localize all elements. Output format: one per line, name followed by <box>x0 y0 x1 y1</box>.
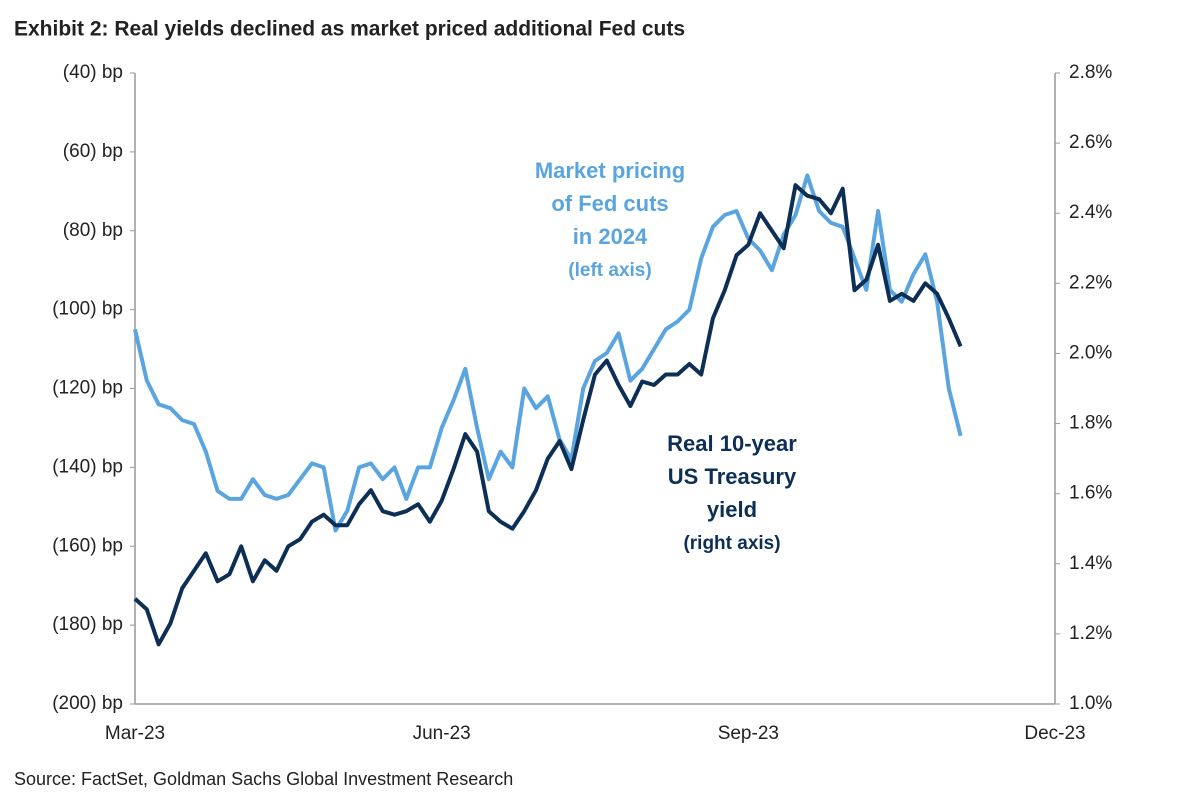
source-note: Source: FactSet, Goldman Sachs Global In… <box>14 769 513 789</box>
series-line <box>133 173 963 533</box>
annotation: yield <box>707 497 757 522</box>
annotation: US Treasury <box>668 464 797 489</box>
y-tick-label: (120) bp <box>52 378 123 399</box>
y2-tick-label: 2.0% <box>1069 342 1112 363</box>
y2-tick-label: 1.6% <box>1069 483 1112 504</box>
y-tick-label: (80) bp <box>63 220 123 241</box>
annotation: of Fed cuts <box>551 191 668 216</box>
y-tick-label: (100) bp <box>52 299 123 320</box>
x-tick-label: Sep-23 <box>718 723 779 744</box>
y2-tick-label: 1.0% <box>1069 693 1112 714</box>
x-tick-label: Jun-23 <box>413 723 471 744</box>
y-tick-label: (60) bp <box>63 141 123 162</box>
y-tick-label: (200) bp <box>52 693 123 714</box>
y2-tick-label: 2.2% <box>1069 272 1112 293</box>
y-tick-label: (140) bp <box>52 456 123 477</box>
y2-tick-label: 2.8% <box>1069 62 1112 83</box>
annotation: (left axis) <box>568 260 651 281</box>
annotation: in 2024 <box>573 224 648 249</box>
x-tick-label: Mar-23 <box>105 723 165 744</box>
annotation: Market pricing <box>535 158 685 183</box>
series-line <box>133 183 963 647</box>
x-tick-label: Dec-23 <box>1024 723 1085 744</box>
y2-tick-label: 2.6% <box>1069 132 1112 153</box>
y-tick-label: (160) bp <box>52 535 123 556</box>
y2-tick-label: 1.4% <box>1069 553 1112 574</box>
y2-tick-label: 1.2% <box>1069 623 1112 644</box>
y2-tick-label: 1.8% <box>1069 413 1112 434</box>
chart-title: Exhibit 2: Real yields declined as marke… <box>14 18 685 41</box>
annotation: (right axis) <box>683 533 780 554</box>
y-tick-label: (180) bp <box>52 614 123 635</box>
y-tick-label: (40) bp <box>63 62 123 83</box>
annotation: Real 10-year <box>667 431 797 456</box>
y2-tick-label: 2.4% <box>1069 202 1112 223</box>
